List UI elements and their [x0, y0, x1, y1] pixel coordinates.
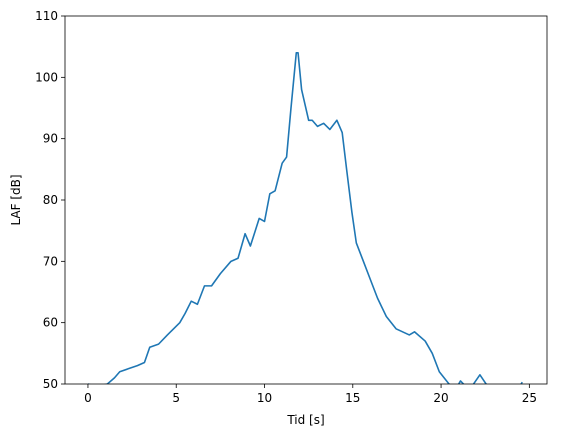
- x-tick-label: 15: [345, 391, 360, 405]
- x-tick-label: 10: [257, 391, 272, 405]
- y-axis-label: LAF [dB]: [9, 174, 23, 225]
- y-tick-label: 60: [43, 316, 58, 330]
- data-line: [87, 52, 523, 384]
- y-tick-label: 100: [35, 70, 58, 84]
- x-axis-label: Tid [s]: [286, 413, 324, 427]
- y-tick-label: 90: [43, 132, 58, 146]
- y-tick-label: 110: [35, 9, 58, 23]
- x-tick-label: 20: [433, 391, 448, 405]
- x-tick-label: 25: [522, 391, 537, 405]
- y-tick-label: 50: [43, 377, 58, 391]
- y-tick-label: 80: [43, 193, 58, 207]
- x-tick-label: 5: [172, 391, 180, 405]
- y-tick-label: 70: [43, 254, 58, 268]
- plot-frame: [64, 15, 548, 385]
- x-tick-label: 0: [84, 391, 92, 405]
